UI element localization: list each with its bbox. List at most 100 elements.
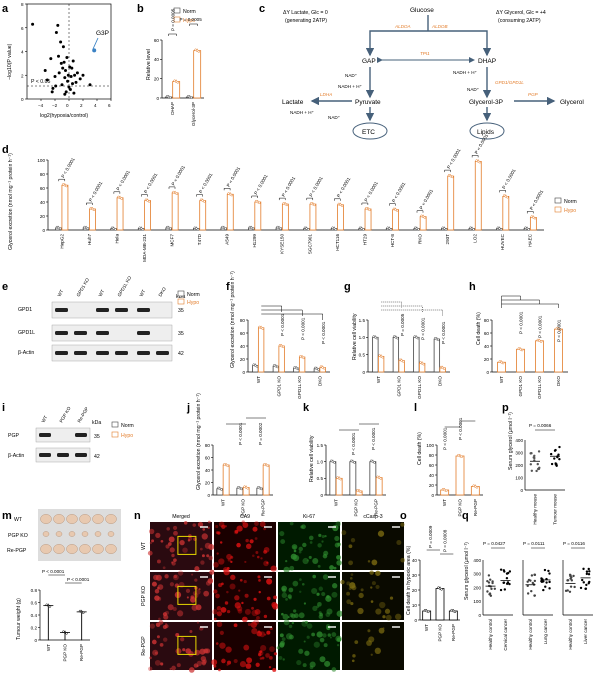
micro-signal bbox=[282, 658, 285, 661]
data-point bbox=[506, 581, 510, 584]
micro-signal bbox=[282, 588, 287, 593]
micro-signal bbox=[379, 601, 386, 609]
micro-signal bbox=[332, 583, 338, 589]
micro-column-title: CA9 bbox=[240, 514, 250, 520]
data-point bbox=[502, 581, 505, 584]
ldha-label: LDHA bbox=[320, 92, 332, 97]
nadh3-label: NADH + H⁺ bbox=[290, 110, 315, 115]
x-tick-label: −4 bbox=[38, 103, 44, 108]
volcano-point bbox=[59, 61, 63, 65]
data-point bbox=[548, 572, 551, 575]
data-point bbox=[266, 464, 269, 468]
micro-signal bbox=[218, 558, 225, 565]
micro-signal bbox=[369, 570, 374, 575]
blot-row-label: GPD1 bbox=[18, 307, 32, 313]
micro-signal bbox=[200, 656, 207, 662]
micro-signal bbox=[317, 543, 322, 548]
data-point bbox=[548, 587, 551, 590]
bracket bbox=[334, 198, 341, 201]
nadh1-label: NADH + H⁺ bbox=[338, 84, 363, 89]
bar-chart-k: 0 0.5 1.0 1.5 WT PGP KO Re-PGP P < 0.0001 P < 0.… bbox=[317, 423, 386, 517]
dhap-node: DHAP bbox=[478, 58, 496, 65]
data-point bbox=[86, 227, 90, 230]
micro-signal bbox=[168, 542, 172, 546]
micro-signal bbox=[266, 596, 271, 601]
bar bbox=[172, 81, 181, 99]
micro-signal bbox=[396, 539, 402, 546]
d-legend-norm: Norm bbox=[564, 199, 577, 205]
volcano-point bbox=[63, 92, 67, 96]
data-point bbox=[535, 469, 538, 473]
volcano-y-ticks: 0 2 4 6 8 bbox=[21, 2, 27, 102]
data-point bbox=[533, 454, 536, 458]
data-point bbox=[503, 570, 506, 573]
micro-signal bbox=[245, 543, 252, 550]
data-point bbox=[445, 489, 448, 493]
y-tick-label: 20 bbox=[429, 483, 435, 488]
micro-image bbox=[342, 572, 404, 620]
legend-hypo-swatch bbox=[173, 16, 181, 23]
micro-signal bbox=[279, 633, 284, 638]
micro-signal bbox=[219, 541, 223, 544]
micro-signal bbox=[171, 665, 176, 671]
volcano-point bbox=[50, 90, 54, 94]
pgp-label: PGP bbox=[528, 92, 539, 97]
micro-signal bbox=[160, 539, 164, 543]
micro-signal bbox=[230, 555, 234, 559]
volcano-point bbox=[73, 73, 77, 77]
x-tick-label: HCT116 bbox=[335, 234, 340, 251]
micro-signal bbox=[192, 523, 196, 527]
tumour-sample bbox=[40, 514, 52, 524]
micro-signal bbox=[341, 530, 347, 536]
bar bbox=[298, 356, 306, 373]
micro-signal bbox=[177, 570, 184, 576]
micro-signal bbox=[394, 613, 402, 620]
y-tick-label: 30 bbox=[412, 573, 418, 578]
panel-e: e WT GPD1 KO WT GPD1L KO WT DKO GPD1 35 GPD1L 35 β… bbox=[2, 275, 200, 362]
bracket bbox=[501, 303, 559, 308]
volcano-point bbox=[56, 23, 60, 27]
micro-signal bbox=[331, 591, 338, 598]
micro-signal bbox=[318, 586, 324, 591]
panel-q: q Serum glycerol (μmol l⁻¹) Healthy cont… bbox=[462, 510, 593, 651]
micro-signal bbox=[226, 590, 229, 594]
micro-signal bbox=[193, 663, 199, 668]
data-point bbox=[313, 203, 316, 207]
data-point bbox=[572, 574, 575, 578]
micro-signal bbox=[199, 648, 206, 655]
blot-band bbox=[137, 351, 150, 355]
panel-q-label: q bbox=[462, 510, 469, 522]
x-tick-label: 293T bbox=[445, 234, 450, 245]
micro-signal bbox=[321, 592, 326, 597]
bracket bbox=[113, 191, 121, 194]
data-point bbox=[527, 228, 530, 231]
data-point bbox=[92, 208, 96, 212]
y-tick-label: 20 bbox=[412, 588, 418, 593]
micro-signal bbox=[190, 595, 194, 599]
micro-signal bbox=[270, 565, 277, 572]
x-tick-label: WT bbox=[376, 376, 381, 383]
volcano-point-g3p bbox=[92, 48, 97, 53]
bar bbox=[364, 208, 372, 231]
micro-signal bbox=[301, 524, 306, 530]
y-tick-label: 6 bbox=[21, 26, 24, 31]
y-tick-label: 0.8 bbox=[31, 588, 38, 593]
data-point bbox=[582, 581, 585, 584]
panel-h: h Cell death (%) 0 20 40 60 80 WT GPD1 KO GPD1L… bbox=[469, 281, 568, 399]
data-point bbox=[499, 588, 503, 592]
data-point bbox=[570, 579, 574, 582]
micro-signal bbox=[234, 602, 241, 609]
blot-lane-label: PGP KO bbox=[59, 405, 72, 423]
volcano-point bbox=[57, 71, 61, 75]
data-point bbox=[587, 573, 591, 576]
micro-signal bbox=[377, 530, 385, 537]
panel-n: n Merged CA9 Ki-67 cCasp-3 WT PGP KO Re-PGP bbox=[134, 510, 406, 673]
volcano-point bbox=[61, 66, 65, 70]
tumour-sample bbox=[81, 531, 89, 537]
micro-signal bbox=[148, 528, 155, 535]
tpi-label: TPI1 bbox=[420, 51, 430, 56]
micro-signal bbox=[241, 616, 248, 623]
blot-kda-value: 35 bbox=[94, 434, 100, 440]
blot-band bbox=[115, 308, 128, 312]
volcano-point bbox=[68, 88, 72, 91]
